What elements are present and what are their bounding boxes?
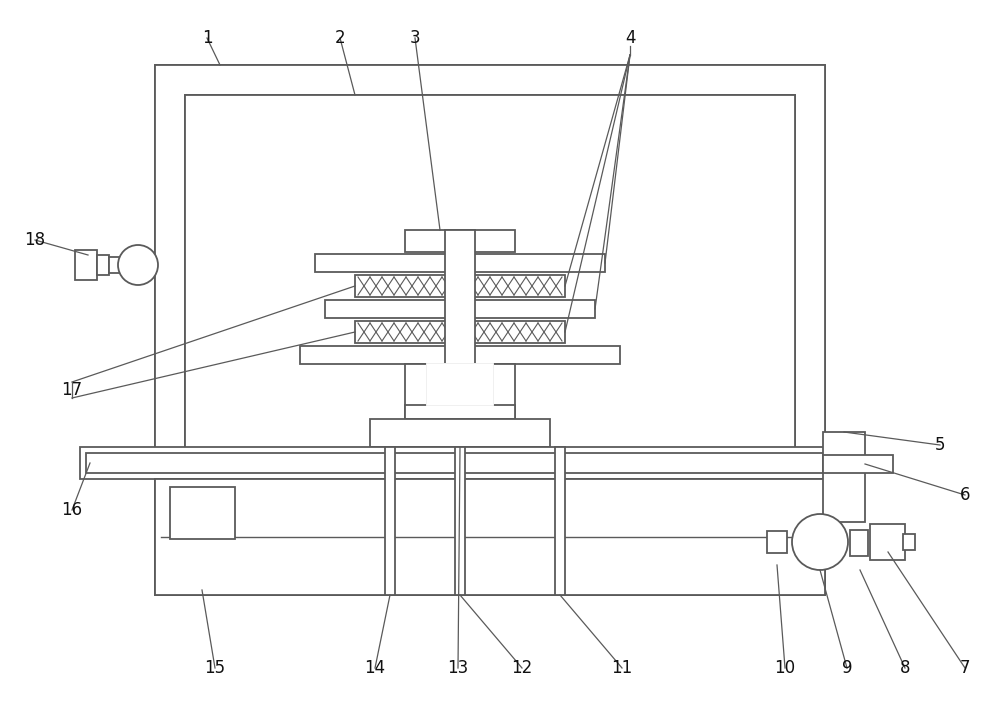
Bar (555, 447, 565, 595)
Bar (97, 255, 109, 275)
Circle shape (792, 514, 848, 570)
Bar (155, 479, 825, 595)
Bar (80, 447, 860, 479)
Circle shape (118, 245, 158, 285)
Text: 15: 15 (204, 659, 226, 677)
Bar (493, 364, 515, 419)
Bar (823, 455, 893, 473)
Bar (823, 432, 865, 522)
Text: 18: 18 (24, 231, 46, 249)
Bar (155, 65, 825, 595)
Bar (405, 364, 427, 419)
Bar (109, 257, 123, 273)
Text: 2: 2 (335, 29, 345, 47)
Bar (870, 524, 905, 560)
Bar (155, 65, 825, 595)
Bar (385, 447, 395, 595)
Bar (405, 230, 515, 252)
Text: 9: 9 (842, 659, 852, 677)
Bar (405, 405, 515, 419)
Text: 14: 14 (364, 659, 386, 677)
Bar (325, 300, 595, 318)
Bar (455, 447, 465, 595)
Text: 12: 12 (511, 659, 533, 677)
Bar (185, 95, 795, 565)
Text: 16: 16 (61, 501, 83, 519)
Bar (75, 250, 97, 280)
Bar (445, 230, 475, 364)
Text: 13: 13 (447, 659, 469, 677)
Text: 7: 7 (960, 659, 970, 677)
Bar (903, 534, 915, 550)
Text: 10: 10 (774, 659, 796, 677)
Text: 5: 5 (935, 436, 945, 454)
Bar (427, 364, 493, 405)
Bar (185, 95, 795, 565)
Text: 11: 11 (611, 659, 633, 677)
Bar (850, 530, 868, 556)
Bar (300, 346, 620, 364)
Text: 4: 4 (625, 29, 635, 47)
Text: 6: 6 (960, 486, 970, 504)
Bar (355, 321, 565, 343)
Bar (155, 479, 825, 595)
Bar (170, 487, 235, 539)
Text: 1: 1 (202, 29, 212, 47)
Text: 17: 17 (61, 381, 83, 399)
Bar (86, 453, 854, 473)
Text: 3: 3 (410, 29, 420, 47)
Bar (315, 254, 605, 272)
Text: 8: 8 (900, 659, 910, 677)
Bar (767, 531, 787, 553)
Bar (370, 419, 550, 447)
Bar (355, 275, 565, 297)
